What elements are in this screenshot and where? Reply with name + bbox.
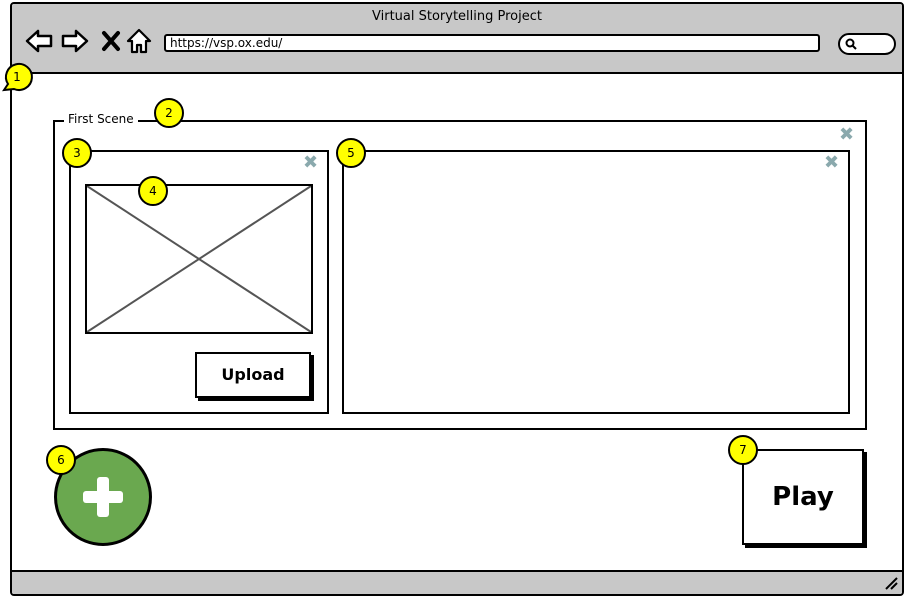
scene-fieldset (53, 120, 867, 430)
callout-2-label: 2 (165, 106, 173, 120)
close-scene-icon[interactable]: ✖ (839, 124, 855, 145)
status-bar (12, 570, 902, 594)
callout-6: 6 (44, 443, 78, 477)
callout-5-label: 5 (347, 146, 355, 160)
browser-chrome: Virtual Storytelling Project https://vsp… (12, 4, 902, 74)
plus-icon (83, 477, 123, 517)
window-title: Virtual Storytelling Project (372, 9, 542, 24)
callout-6-label: 6 (57, 453, 65, 467)
search-field[interactable] (838, 33, 896, 55)
close-text-panel-icon[interactable]: ✖ (824, 152, 840, 173)
resize-grip-icon[interactable] (884, 576, 898, 590)
callout-7-label: 7 (739, 443, 747, 457)
callout-5: 5 (334, 136, 368, 170)
forward-icon[interactable] (60, 26, 90, 56)
url-bar[interactable]: https://vsp.ox.edu/ (164, 34, 820, 52)
callout-1: 1 (0, 60, 34, 94)
upload-button[interactable]: Upload (195, 352, 311, 398)
search-icon (845, 38, 857, 50)
browser-window: Virtual Storytelling Project https://vsp… (10, 2, 904, 596)
scene-legend: First Scene (64, 112, 138, 126)
callout-7: 7 (726, 433, 760, 467)
callout-4-label: 4 (149, 184, 157, 198)
close-image-panel-icon[interactable]: ✖ (303, 152, 319, 173)
home-icon[interactable] (124, 26, 154, 56)
callout-1-label: 1 (13, 70, 21, 84)
image-placeholder-icon (87, 186, 311, 332)
back-icon[interactable] (24, 26, 54, 56)
callout-3: 3 (60, 136, 94, 170)
text-panel[interactable] (342, 150, 850, 414)
callout-2: 2 (152, 96, 186, 130)
play-button[interactable]: Play (742, 449, 864, 545)
stop-icon[interactable] (96, 26, 126, 56)
callout-4: 4 (136, 174, 170, 208)
callout-3-label: 3 (73, 146, 81, 160)
image-placeholder (85, 184, 313, 334)
